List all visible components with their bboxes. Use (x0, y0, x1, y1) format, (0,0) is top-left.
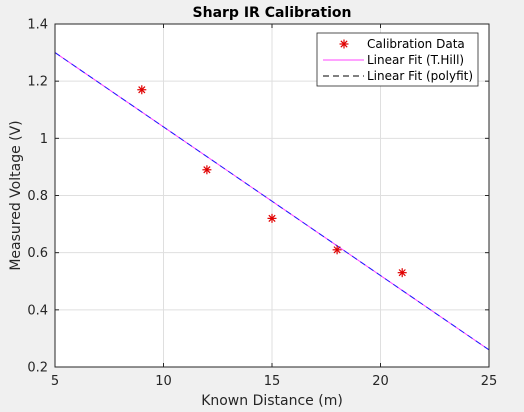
legend: Calibration Data Linear Fit (T.Hill) Linea… (316, 32, 479, 87)
x-tick-label: 5 (51, 374, 59, 389)
y-tick-label: 0.2 (27, 361, 48, 376)
y-tick-label: 1.4 (27, 18, 48, 33)
y-tick-label: 0.4 (27, 303, 48, 318)
series-layer (54, 52, 490, 351)
data-point (137, 85, 147, 95)
y-axis-label: Measured Voltage (V) (8, 120, 24, 270)
x-tick-label: 10 (155, 374, 172, 389)
data-point (202, 165, 212, 175)
legend-entry-label: Linear Fit (polyfit) (367, 69, 473, 83)
legend-entry-label: Calibration Data (367, 37, 465, 51)
legend-entry-label: Linear Fit (T.Hill) (367, 53, 464, 67)
data-point (397, 268, 407, 278)
legend-marker-asterisk (339, 39, 349, 49)
y-tick-label: 0.6 (27, 246, 48, 261)
x-tick-label: 20 (372, 374, 389, 389)
tick-marks (54, 23, 490, 368)
y-tick-label: 1.2 (27, 75, 48, 90)
data-point (267, 213, 277, 223)
x-axis-label: Known Distance (m) (201, 393, 343, 409)
data-point (332, 245, 342, 255)
x-tick-label: 15 (264, 374, 281, 389)
y-tick-label: 1 (40, 132, 48, 147)
chart-title: Sharp IR Calibration (193, 5, 352, 21)
tick-labels: 5 10 15 20 25 0.2 0.4 0.6 0.8 1 1.2 1.4 (27, 18, 497, 390)
fit-line-polyfit (54, 52, 490, 351)
y-tick-label: 0.8 (27, 189, 48, 204)
x-tick-label: 25 (481, 374, 498, 389)
